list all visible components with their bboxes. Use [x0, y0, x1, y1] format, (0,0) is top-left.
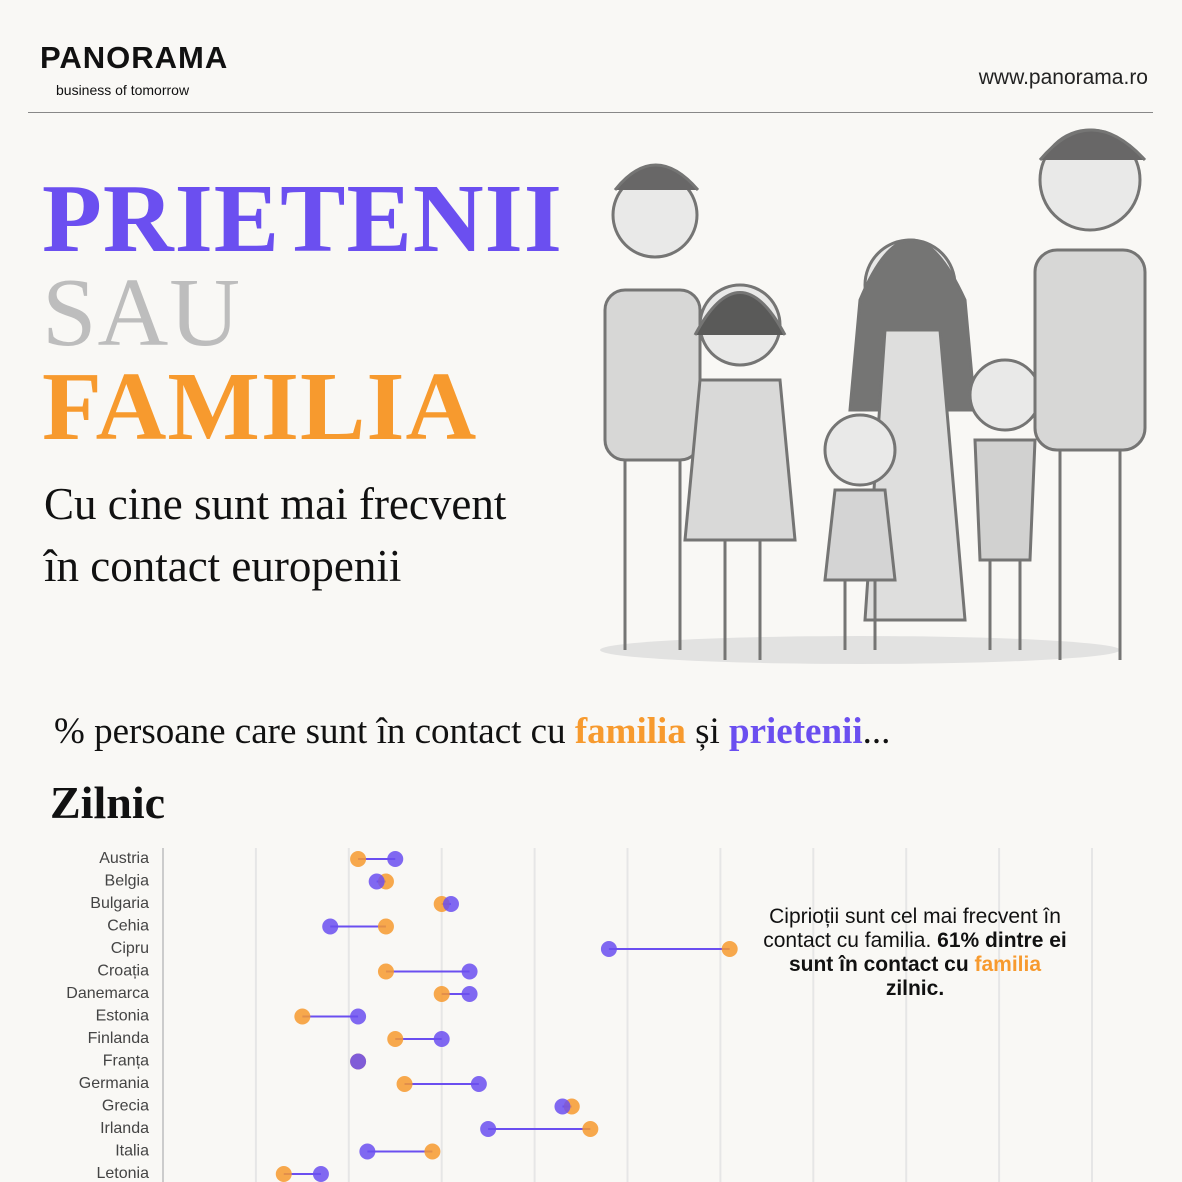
subtitle: Cu cine sunt mai frecvent [44, 479, 507, 529]
y-tick-label: Croația [97, 963, 149, 980]
y-tick-label: Irlanda [100, 1120, 149, 1137]
dot [294, 1008, 311, 1025]
dot [350, 1053, 367, 1070]
y-tick-label: Letonia [97, 1165, 150, 1182]
y-tick-label: Grecia [102, 1098, 149, 1115]
logo: PANORAMA [40, 40, 229, 75]
dot [350, 1008, 367, 1025]
y-tick-label: Franța [103, 1053, 149, 1070]
y-tick-label: Danemarca [66, 985, 149, 1002]
site-url[interactable]: www.panorama.ro [978, 66, 1148, 89]
dot [480, 1121, 497, 1137]
legend-entry: prietenii [729, 711, 863, 752]
dot [350, 851, 367, 867]
dot [554, 1098, 571, 1115]
y-tick-label: Finlanda [88, 1030, 149, 1047]
dot [461, 963, 478, 980]
chart: Austria Belgia Bulgaria Cehia Cipru Croația Da… [66, 848, 1093, 1182]
chart-intro: % persoane care sunt în contact cu famil… [54, 710, 890, 753]
legend-entry: familia [574, 711, 686, 752]
dot [433, 1031, 450, 1047]
chart-title: Zilnic [50, 777, 166, 828]
y-tick-label: Estonia [96, 1008, 149, 1025]
tagline: business of tomorrow [56, 82, 190, 98]
dot [424, 1143, 441, 1160]
title-line: FAMILIA [42, 353, 478, 461]
title-line: SAU [42, 259, 242, 367]
y-tick-label: Belgia [105, 873, 150, 890]
divider [28, 112, 1153, 113]
y-tick-label: Germania [79, 1075, 149, 1092]
conjunction: și [695, 711, 720, 752]
ellipsis: ... [862, 711, 891, 752]
y-tick-label: Italia [115, 1143, 149, 1160]
y-tick-label: Bulgaria [90, 895, 149, 912]
dot [461, 986, 478, 1002]
dot [377, 918, 394, 935]
annotation-bold: zilnic. [885, 977, 945, 1000]
dot [387, 851, 404, 867]
dot [470, 1076, 487, 1092]
dot [396, 1076, 413, 1092]
y-tick-label: Austria [99, 850, 149, 867]
y-tick-label: Cehia [107, 918, 149, 935]
dot [312, 1166, 329, 1182]
annotation-text: Ciprioții sunt cel mai frecvent în conta… [763, 905, 1061, 952]
intro-text: % persoane care sunt în contact cu [54, 711, 566, 752]
dot [387, 1031, 404, 1047]
dot [600, 941, 617, 957]
dot [275, 1166, 292, 1182]
title-line: PRIETENII [42, 165, 563, 273]
annotation-bold: 61% dintre ei sunt în contact cu [788, 929, 1067, 976]
dot [433, 986, 450, 1002]
dot [721, 941, 738, 957]
annotation: Ciprioții sunt cel mai frecvent în conta… [760, 905, 1070, 1001]
dot [322, 918, 339, 935]
subtitle: în contact europenii [44, 541, 402, 591]
dot [359, 1143, 376, 1160]
dot [442, 896, 459, 912]
dot [377, 963, 394, 980]
y-tick-label: Cipru [111, 940, 149, 957]
dot [582, 1121, 599, 1137]
dot [368, 873, 385, 890]
annotation-highlight: familia [974, 953, 1042, 976]
family-illustration [600, 128, 1147, 664]
